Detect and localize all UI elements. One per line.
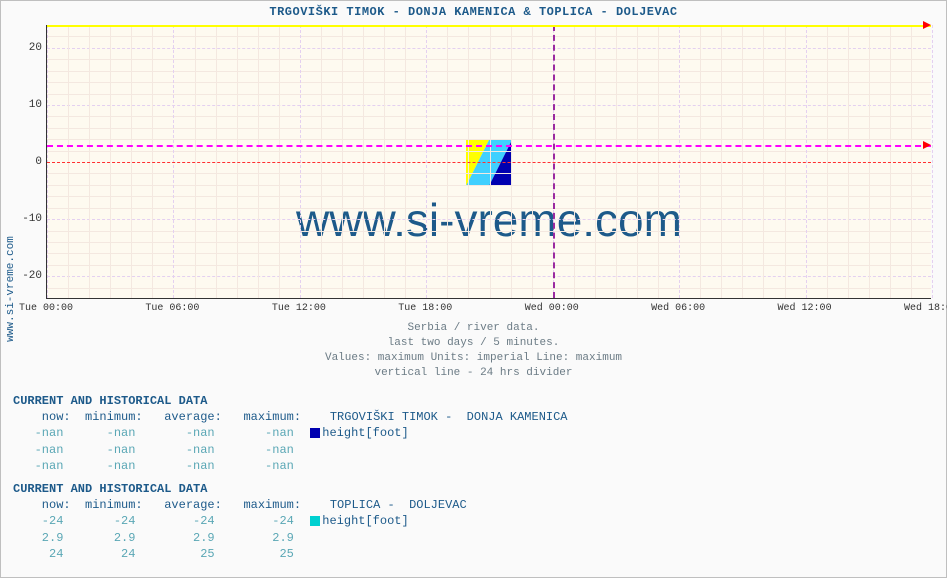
y-tick: -20 <box>10 270 42 282</box>
data-row: -nan -nan -nan -nan height[foot] <box>13 425 568 441</box>
data-block-1: CURRENT AND HISTORICAL DATA now: minimum… <box>13 393 568 474</box>
chart-title: TRGOVIŠKI TIMOK - DONJA KAMENICA & TOPLI… <box>1 5 946 19</box>
x-tick: Wed 12:00 <box>778 303 832 314</box>
x-tick: Tue 12:00 <box>272 303 326 314</box>
y-tick: 0 <box>10 156 42 168</box>
subtitle-l1: Serbia / river data. <box>1 321 946 336</box>
block-header: CURRENT AND HISTORICAL DATA <box>13 393 568 409</box>
x-tick: Wed 18:00 <box>904 303 947 314</box>
subtitle-l4: vertical line - 24 hrs divider <box>1 366 946 381</box>
x-tick: Wed 06:00 <box>651 303 705 314</box>
data-row: -nan -nan -nan -nan <box>13 442 568 458</box>
block-header: CURRENT AND HISTORICAL DATA <box>13 481 467 497</box>
y-tick: -10 <box>10 213 42 225</box>
y-tick: 20 <box>10 42 42 54</box>
x-tick: Wed 00:00 <box>525 303 579 314</box>
col-labels: now: minimum: average: maximum: TOPLICA … <box>13 497 467 513</box>
x-tick: Tue 18:00 <box>398 303 452 314</box>
subtitle: Serbia / river data. last two days / 5 m… <box>1 321 946 380</box>
data-row: -24 -24 -24 -24 height[foot] <box>13 513 467 529</box>
x-tick: Tue 06:00 <box>145 303 199 314</box>
col-labels: now: minimum: average: maximum: TRGOVIŠK… <box>13 409 568 425</box>
chart-container: www.si-vreme.com TRGOVIŠKI TIMOK - DONJA… <box>0 0 947 578</box>
y-tick: 10 <box>10 99 42 111</box>
data-row: 24 24 25 25 <box>13 546 467 562</box>
x-tick: Tue 00:00 <box>19 303 73 314</box>
data-row: 2.9 2.9 2.9 2.9 <box>13 530 467 546</box>
subtitle-l2: last two days / 5 minutes. <box>1 336 946 351</box>
plot-area: www.si-vreme.com <box>46 25 931 299</box>
data-block-2: CURRENT AND HISTORICAL DATA now: minimum… <box>13 481 467 562</box>
data-row: -nan -nan -nan -nan <box>13 458 568 474</box>
subtitle-l3: Values: maximum Units: imperial Line: ma… <box>1 351 946 366</box>
